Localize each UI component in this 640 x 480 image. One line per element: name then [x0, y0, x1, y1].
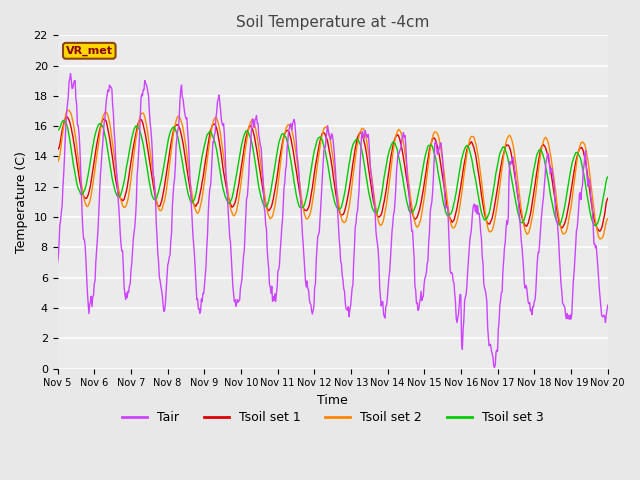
Title: Soil Temperature at -4cm: Soil Temperature at -4cm [236, 15, 429, 30]
Text: VR_met: VR_met [66, 46, 113, 56]
Legend: Tair, Tsoil set 1, Tsoil set 2, Tsoil set 3: Tair, Tsoil set 1, Tsoil set 2, Tsoil se… [116, 406, 548, 429]
X-axis label: Time: Time [317, 394, 348, 407]
Y-axis label: Temperature (C): Temperature (C) [15, 151, 28, 253]
